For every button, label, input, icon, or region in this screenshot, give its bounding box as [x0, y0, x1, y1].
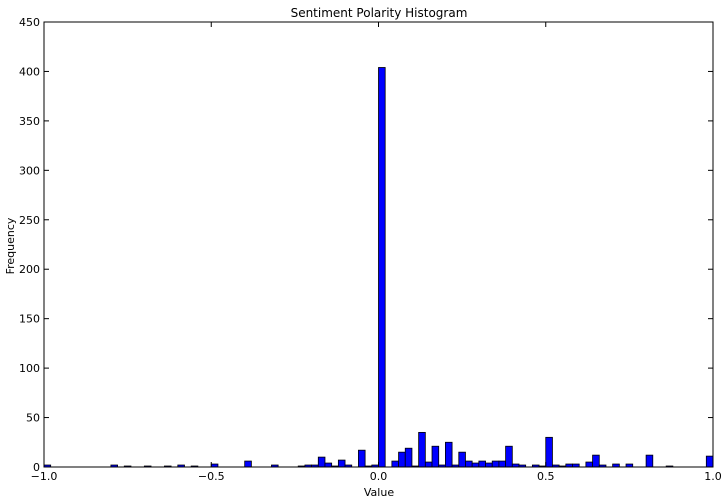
y-tick-label: 150	[19, 313, 40, 326]
histogram-bar	[471, 462, 480, 468]
x-axis-label: Value	[364, 486, 394, 499]
bars-group	[43, 67, 714, 468]
histogram-bar	[418, 431, 426, 468]
y-tick-label: 100	[19, 362, 40, 375]
histogram-bar	[585, 461, 593, 468]
y-tick-label: 400	[19, 65, 40, 78]
histogram-bar	[378, 67, 386, 468]
histogram-bar	[545, 436, 553, 468]
y-tick-label: 200	[19, 263, 40, 276]
histogram-bar	[404, 447, 413, 468]
y-tick-label: 50	[26, 412, 40, 425]
histogram-bar	[491, 460, 500, 468]
histogram-bar	[645, 454, 654, 468]
histogram-bar	[244, 460, 252, 468]
histogram-bar	[465, 460, 473, 468]
histogram-bar	[458, 451, 466, 468]
histogram-bar	[324, 462, 333, 468]
x-tick-label: 0.5	[537, 470, 555, 483]
histogram-bar	[391, 460, 399, 468]
histogram-bar	[398, 451, 406, 468]
histogram-bar	[485, 462, 493, 468]
x-tick-label: 1.0	[704, 470, 722, 483]
histogram-bar	[705, 455, 714, 468]
histogram-bar	[498, 460, 507, 468]
histogram-bar	[431, 445, 440, 468]
x-tick-label: −0.5	[198, 470, 225, 483]
y-tick-label: 250	[19, 214, 40, 227]
y-tick-label: 450	[19, 16, 40, 29]
histogram-bar	[317, 456, 326, 468]
y-tick-label: 350	[19, 115, 40, 128]
histogram-bar	[592, 454, 600, 468]
histogram-bar	[337, 459, 346, 468]
histogram-bar	[444, 441, 453, 468]
histogram-bar	[358, 449, 366, 468]
x-tick-label: −1.0	[31, 470, 58, 483]
histogram-bar	[505, 445, 513, 468]
ticks-group: −1.0 −0.5 0.0 0.5 1.0 0 50 100 150 200 250 300 350 40…	[19, 16, 722, 483]
y-tick-label: 0	[33, 461, 40, 474]
histogram-bar	[424, 461, 433, 468]
y-axis-label: Frequency	[4, 217, 17, 274]
chart-title: Sentiment Polarity Histogram	[291, 6, 468, 20]
histogram-bar	[478, 460, 486, 468]
x-tick-label: 0.0	[370, 470, 388, 483]
y-tick-label: 300	[19, 164, 40, 177]
